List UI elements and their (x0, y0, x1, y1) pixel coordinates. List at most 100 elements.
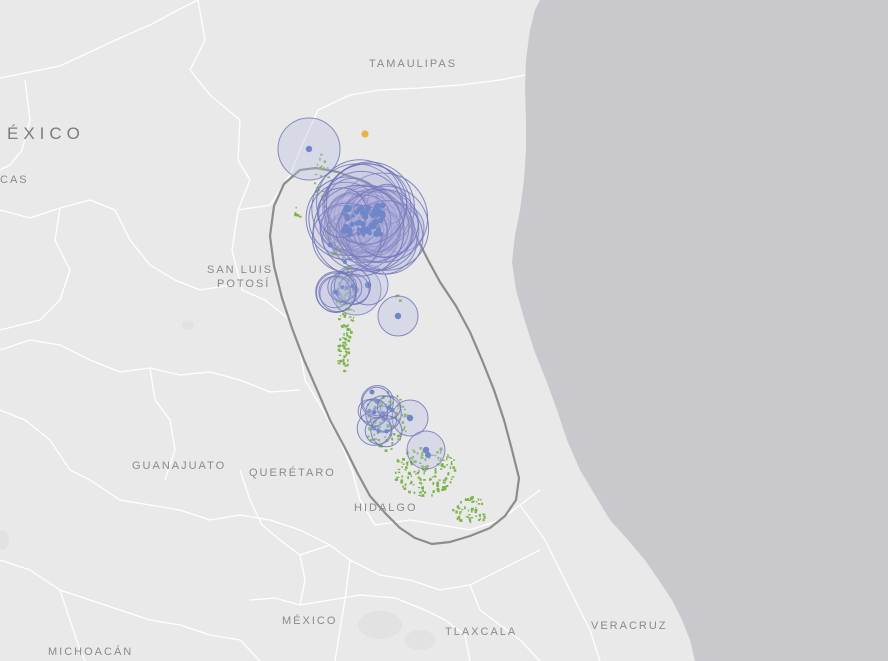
occurrence-point (418, 487, 420, 488)
occurrence-point (404, 487, 407, 490)
occurrence-point (350, 331, 353, 334)
occurrence-point (446, 464, 448, 465)
occurrence-point (347, 328, 350, 331)
buffer-center-point (343, 213, 347, 217)
occurrence-point (337, 360, 339, 361)
occurrence-point (455, 511, 457, 514)
occurrence-point (397, 395, 399, 398)
occurrence-point (421, 486, 424, 489)
occurrence-point (475, 510, 478, 513)
occurrence-point (345, 342, 347, 344)
buffer-center-point (344, 224, 350, 230)
occurrence-point (339, 355, 341, 356)
occurrence-point (441, 489, 444, 491)
occurrence-point (413, 484, 415, 485)
buffer-center-point (306, 146, 312, 152)
occurrence-point (423, 479, 426, 481)
occurrence-point (339, 339, 341, 341)
occurrence-point (408, 491, 411, 494)
occurrence-point (481, 503, 483, 505)
occurrence-point (339, 360, 342, 363)
buffer-center-point (362, 214, 368, 220)
occurrence-point (347, 340, 350, 342)
occurrence-point (460, 501, 462, 503)
occurrence-point (419, 470, 420, 473)
occurrence-point (407, 467, 408, 469)
occurrence-point (343, 355, 346, 357)
occurrence-point (349, 337, 352, 338)
occurrence-point (469, 519, 471, 522)
occurrence-point (401, 479, 403, 482)
buffer-center-point (346, 205, 352, 211)
occurrence-point (415, 474, 417, 475)
occurrence-point (453, 459, 455, 461)
occurrence-point (314, 182, 316, 184)
occurrence-point (408, 472, 410, 475)
buffer-center-point (374, 205, 379, 210)
occurrence-point (345, 338, 347, 340)
occurrence-point (445, 477, 448, 479)
occurrence-point (450, 481, 452, 483)
occurrence-point (405, 469, 407, 471)
occurrence-point (434, 475, 437, 477)
occurrence-point (422, 490, 424, 492)
occurrence-point (399, 399, 401, 401)
occurrence-point (458, 505, 459, 507)
occurrence-point (398, 472, 400, 474)
occurrence-point (401, 462, 403, 463)
buffer-center-point (371, 213, 376, 218)
occurrence-point (436, 482, 439, 485)
buffer-center-point (343, 260, 347, 264)
occurrence-point (345, 344, 348, 345)
buffer-center-point (395, 313, 401, 319)
buffer-center-point (357, 232, 361, 236)
occurrence-point (385, 449, 388, 452)
occurrence-point (482, 514, 485, 516)
buffer-center-point (377, 210, 384, 217)
occurrence-point (419, 478, 422, 480)
occurrence-point (422, 494, 425, 497)
occurrence-point (403, 464, 405, 466)
occurrence-point (351, 319, 353, 321)
buffer-center-point (357, 228, 360, 231)
occurrence-point (444, 486, 446, 488)
buffer-center-point (334, 290, 338, 294)
state-label-tamaulipas: TAMAULIPAS (369, 58, 457, 70)
buffer-center-point (380, 202, 386, 208)
occurrence-point (338, 318, 341, 320)
occurrence-point (424, 491, 426, 493)
occurrence-point (339, 345, 342, 348)
country-label-mexico: ÉXICO (7, 128, 85, 140)
state-label-san-luis-potosi-line1: SAN LUIS (207, 264, 273, 276)
occurrence-point (342, 344, 344, 346)
occurrence-point (440, 468, 442, 470)
state-label-veracruz: VERACRUZ (591, 620, 668, 632)
occurrence-point (424, 472, 425, 474)
occurrence-point (349, 316, 352, 317)
occurrence-point (431, 494, 432, 497)
occurrence-point (401, 466, 403, 468)
occurrence-point (468, 514, 470, 516)
occurrence-point (443, 480, 445, 482)
occurrence-point (448, 472, 450, 475)
occurrence-point (450, 466, 452, 469)
buffer-center-point (407, 415, 413, 421)
occurrence-point (402, 486, 404, 488)
occurrence-point (347, 335, 350, 336)
occurrence-point (465, 498, 468, 501)
occurrence-point (345, 365, 347, 367)
occurrence-point (472, 501, 475, 502)
occurrence-point (342, 337, 345, 338)
occurrence-point (338, 349, 341, 352)
occurrence-point (446, 457, 447, 460)
occurrence-point (478, 503, 481, 505)
buffer-center-point (354, 211, 357, 214)
occurrence-point (442, 486, 443, 489)
buffer-center-point (349, 222, 354, 227)
occurrence-point (397, 459, 398, 461)
occurrence-point (299, 216, 302, 218)
occurrence-point (345, 348, 347, 350)
buffer-center-point (373, 231, 379, 237)
occurrence-point (418, 495, 420, 496)
